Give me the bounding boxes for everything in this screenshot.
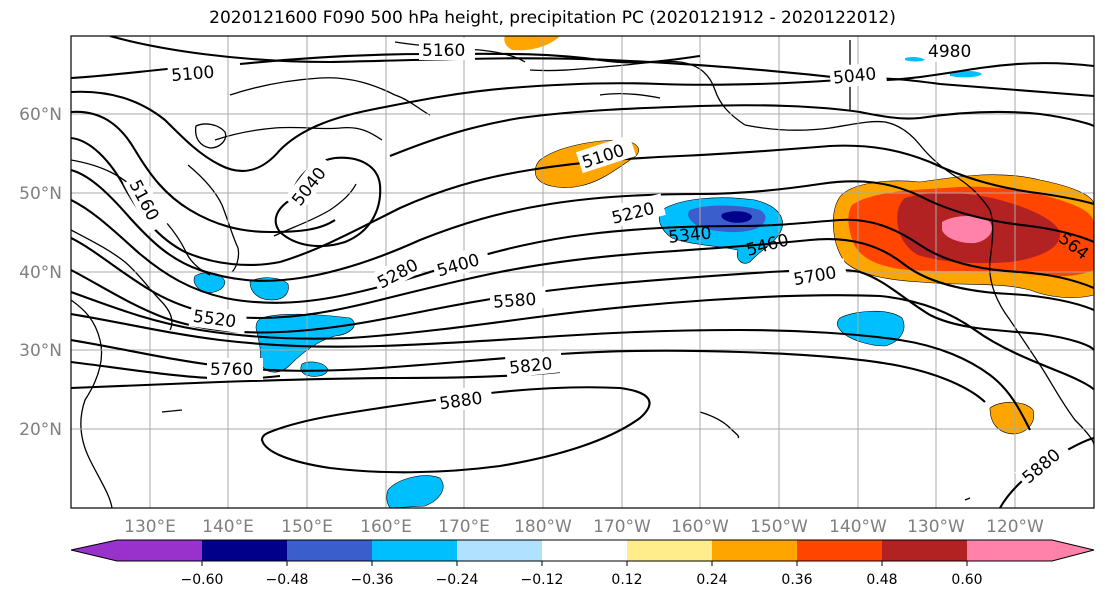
contour-label: 5760 — [210, 360, 253, 380]
precip-positive-small-3 — [504, 36, 560, 51]
precip-positive-pink — [942, 216, 992, 244]
contour-label: 5340 — [667, 223, 712, 247]
latitude-labels: 60°N 50°N 40°N 30°N 20°N — [19, 105, 62, 440]
colorbar-outline — [70, 539, 1095, 562]
contour-label: 4980 — [928, 42, 971, 62]
precip-negative-darkblue — [721, 211, 752, 223]
colorbar-tick-label: 0.36 — [781, 572, 812, 588]
lon-label: 150°E — [281, 517, 333, 537]
lon-label: 130°E — [124, 517, 176, 537]
longitude-labels: 130°E 140°E 150°E 160°E 170°E 180°W 170°… — [124, 517, 1044, 537]
colorbar-bin — [627, 540, 712, 561]
colorbar-tick-label: −0.36 — [351, 572, 394, 588]
colorbar-tick-label: 0.48 — [866, 572, 897, 588]
colorbar-tick-label: 0.60 — [951, 572, 982, 588]
colorbar-bin — [457, 540, 542, 561]
colorbar-bin — [712, 540, 797, 561]
lat-label: 60°N — [19, 105, 62, 125]
lon-label: 120°W — [986, 517, 1044, 537]
precip-negative-lightblue-3 — [249, 277, 289, 301]
precip-positive-small-1 — [989, 401, 1035, 435]
colorbar-tick-label: −0.60 — [181, 572, 224, 588]
colorbar-tick-label: −0.48 — [266, 572, 309, 588]
contour-label: 5820 — [508, 354, 553, 378]
lat-label: 50°N — [19, 184, 62, 204]
precip-negative-lightblue-2 — [255, 313, 355, 373]
lon-label: 160°W — [671, 517, 729, 537]
map-frame — [70, 35, 1095, 509]
colorbar-bin — [117, 540, 202, 561]
lon-label: 150°W — [750, 517, 808, 537]
lon-label: 130°W — [907, 517, 965, 537]
lon-label: 180°W — [514, 517, 572, 537]
colorbar-extend-high — [1052, 540, 1094, 561]
contour-labels: 5160 4980 5100 5040 5100 5040 5160 5220 … — [123, 38, 1092, 490]
lat-label: 30°N — [19, 341, 62, 361]
contour-label: 5040 — [832, 64, 877, 88]
lon-label: 170°W — [593, 517, 651, 537]
colorbar-bin — [882, 540, 967, 561]
contour-label: 5100 — [170, 62, 215, 86]
colorbar-bin — [202, 540, 287, 561]
lon-label: 140°E — [202, 517, 254, 537]
colorbar-bin — [372, 540, 457, 561]
contour-label: 5160 — [422, 41, 465, 61]
colorbar-bin — [967, 540, 1052, 561]
precip-negative-lightblue-9 — [905, 56, 925, 62]
map-area: 5160 4980 5100 5040 5100 5040 5160 5220 … — [71, 36, 1094, 508]
colorbar-bin — [287, 540, 372, 561]
colorbar-tick-label: −0.24 — [436, 572, 479, 588]
lon-label: 160°E — [360, 517, 412, 537]
precip-negative-lightblue-6 — [386, 475, 444, 508]
colorbar-bin — [797, 540, 882, 561]
colorbar-tick-label: 0.12 — [611, 572, 642, 588]
lon-label: 170°E — [438, 517, 490, 537]
map-title: 2020121600 F090 500 hPa height, precipit… — [209, 8, 896, 28]
lon-label: 140°W — [829, 517, 887, 537]
colorbar-tick-label: 0.24 — [696, 572, 727, 588]
precip-shading — [193, 36, 1094, 508]
contour-label: 5580 — [493, 290, 538, 313]
colorbar-tick-label: −0.12 — [521, 572, 564, 588]
colorbar-extend-low — [71, 540, 117, 561]
lat-label: 20°N — [19, 420, 62, 440]
colorbar: −0.60 −0.48 −0.36 −0.24 −0.12 0.12 0.24 … — [70, 539, 1095, 588]
lat-label: 40°N — [19, 263, 62, 283]
colorbar-bin — [542, 540, 627, 561]
